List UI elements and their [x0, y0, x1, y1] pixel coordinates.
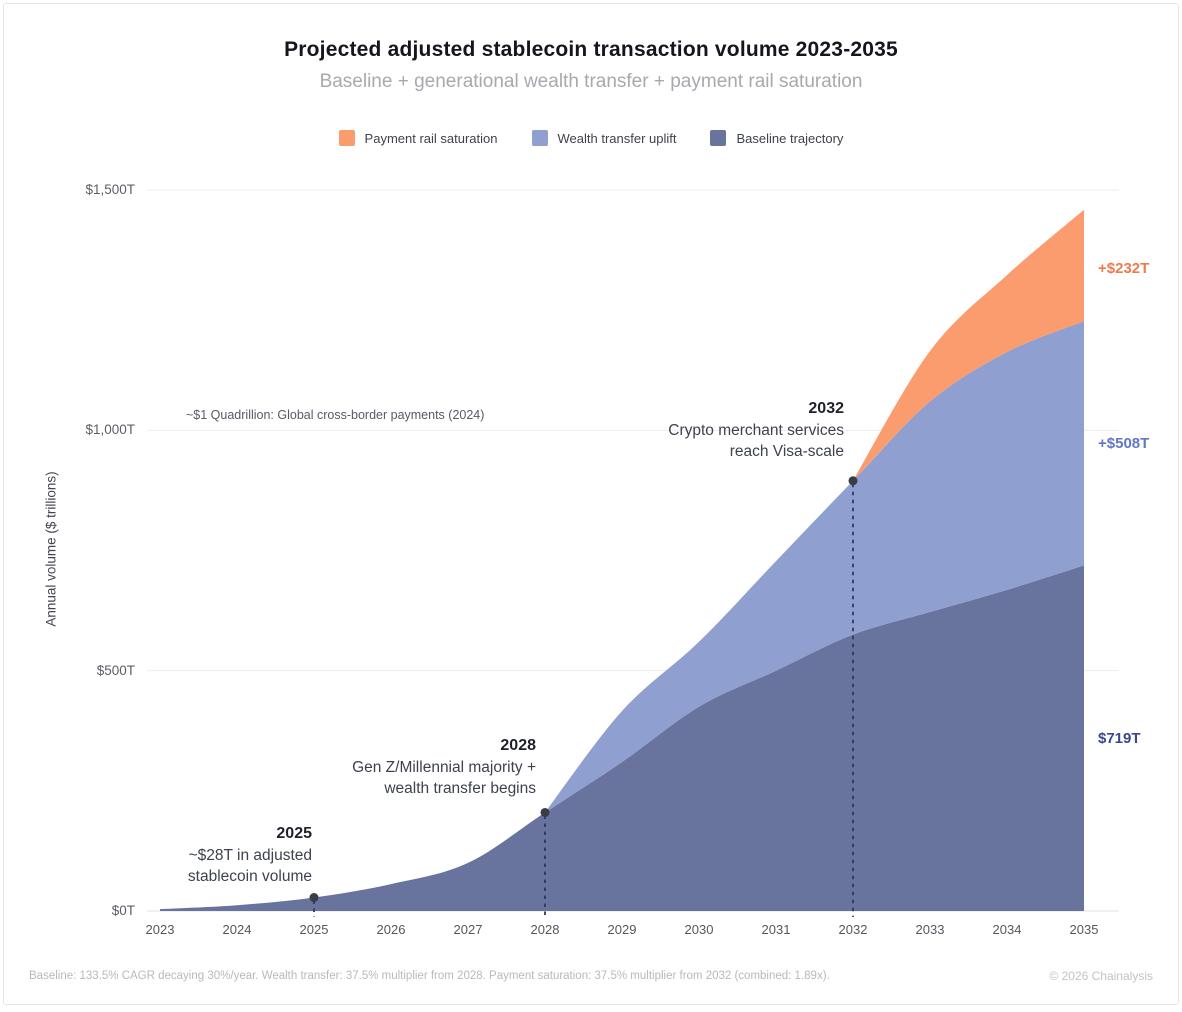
y-tick-1500: $1,500T: [51, 182, 135, 198]
chart-card: Projected adjusted stablecoin transactio…: [3, 3, 1179, 1005]
annotation-2025: 2025 ~$28T in adjusted stablecoin volume: [188, 823, 312, 887]
x-tick-2031: 2031: [746, 922, 806, 937]
y-axis-title: Annual volume ($ trillions): [44, 471, 59, 626]
annotation-line: ~$28T in adjusted: [188, 845, 312, 866]
end-label-payment-saturation: +$232T: [1098, 260, 1149, 277]
x-tick-2035: 2035: [1054, 922, 1114, 937]
x-tick-2026: 2026: [361, 922, 421, 937]
annotation-2032: 2032 Crypto merchant services reach Visa…: [668, 398, 844, 462]
end-label-wealth-transfer: +$508T: [1098, 435, 1149, 452]
y-tick-0: $0T: [51, 903, 135, 919]
annotation-line: reach Visa-scale: [668, 441, 844, 462]
y-tick-500: $500T: [51, 663, 135, 679]
x-tick-2034: 2034: [977, 922, 1037, 937]
methodology-footnote: Baseline: 133.5% CAGR decaying 30%/year.…: [29, 970, 830, 982]
annotation-year: 2028: [352, 735, 536, 757]
x-tick-2033: 2033: [900, 922, 960, 937]
x-tick-2028: 2028: [515, 922, 575, 937]
annotation-line: wealth transfer begins: [352, 778, 536, 799]
reference-note: ~$1 Quadrillion: Global cross-border pay…: [186, 408, 484, 422]
stacked-area-chart: [4, 4, 1182, 1012]
y-tick-1000: $1,000T: [51, 422, 135, 438]
annotation-line: stablecoin volume: [188, 866, 312, 887]
x-tick-2027: 2027: [438, 922, 498, 937]
annotation-line: Crypto merchant services: [668, 420, 844, 441]
annotation-year: 2032: [668, 398, 844, 420]
x-tick-2023: 2023: [130, 922, 190, 937]
x-tick-2024: 2024: [207, 922, 267, 937]
x-tick-2029: 2029: [592, 922, 652, 937]
annotation-line: Gen Z/Millennial majority +: [352, 757, 536, 778]
x-tick-2030: 2030: [669, 922, 729, 937]
x-tick-2032: 2032: [823, 922, 883, 937]
end-label-baseline: $719T: [1098, 730, 1141, 747]
copyright: © 2026 Chainalysis: [1049, 969, 1153, 983]
x-tick-2025: 2025: [284, 922, 344, 937]
annotation-2028: 2028 Gen Z/Millennial majority + wealth …: [352, 735, 536, 799]
annotation-year: 2025: [188, 823, 312, 845]
